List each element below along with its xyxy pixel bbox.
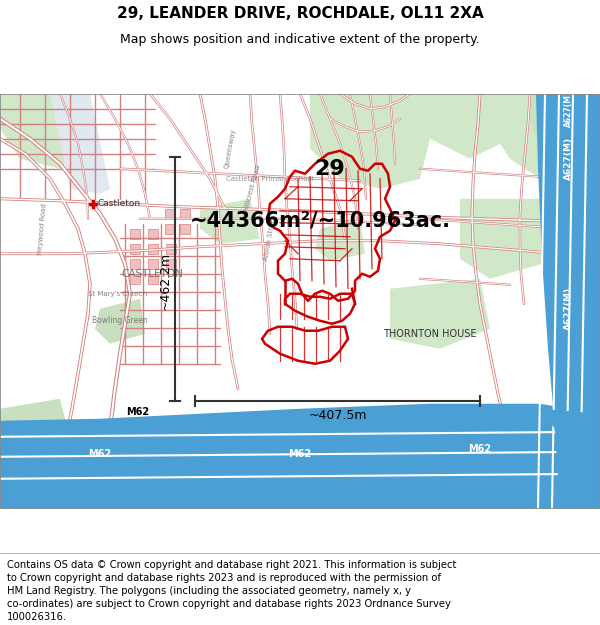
Bar	[166, 244, 176, 254]
Text: A627(M): A627(M)	[563, 288, 572, 330]
Polygon shape	[550, 209, 600, 289]
Polygon shape	[200, 199, 260, 244]
Text: co-ordinates) are subject to Crown copyright and database rights 2023 Ordnance S: co-ordinates) are subject to Crown copyr…	[7, 599, 451, 609]
Text: 29, LEANDER DRIVE, ROCHDALE, OL11 2XA: 29, LEANDER DRIVE, ROCHDALE, OL11 2XA	[116, 6, 484, 21]
Text: Map shows position and indicative extent of the property.: Map shows position and indicative extent…	[120, 34, 480, 46]
Bar	[148, 229, 158, 239]
Bar	[130, 244, 140, 254]
Polygon shape	[410, 94, 510, 159]
Text: ~44366m²/~10.963ac.: ~44366m²/~10.963ac.	[190, 211, 451, 231]
Bar	[165, 224, 175, 234]
Polygon shape	[530, 94, 600, 179]
Bar	[148, 274, 158, 284]
Polygon shape	[540, 409, 600, 509]
Bar	[166, 259, 176, 269]
Text: CASTLETON: CASTLETON	[121, 269, 183, 279]
Bar	[165, 209, 175, 219]
Polygon shape	[50, 94, 110, 194]
Text: Castleton: Castleton	[98, 199, 141, 208]
Polygon shape	[0, 94, 90, 169]
Text: Albion Street: Albion Street	[263, 216, 277, 261]
Text: A627(M): A627(M)	[563, 91, 572, 127]
Polygon shape	[315, 219, 365, 261]
Bar	[180, 209, 190, 219]
Polygon shape	[310, 94, 430, 189]
Text: M62: M62	[289, 449, 311, 459]
Text: to Crown copyright and database rights 2023 and is reproduced with the permissio: to Crown copyright and database rights 2…	[7, 573, 441, 583]
Bar	[130, 229, 140, 239]
Polygon shape	[95, 299, 145, 344]
Text: 29: 29	[314, 159, 346, 179]
Text: ~407.5m: ~407.5m	[309, 409, 367, 422]
Polygon shape	[460, 199, 560, 279]
Bar	[148, 259, 158, 269]
Text: Contains OS data © Crown copyright and database right 2021. This information is : Contains OS data © Crown copyright and d…	[7, 560, 457, 570]
Text: HM Land Registry. The polygons (including the associated geometry, namely x, y: HM Land Registry. The polygons (includin…	[7, 586, 411, 596]
Text: M62: M62	[469, 444, 491, 454]
Bar	[130, 274, 140, 284]
Text: Queensway: Queensway	[224, 128, 236, 169]
Text: St Mary's Church: St Mary's Church	[88, 291, 148, 297]
Text: Heywood Road: Heywood Road	[37, 202, 47, 255]
Text: 100026316.: 100026316.	[7, 612, 67, 622]
Text: Hillcrest Road: Hillcrest Road	[243, 165, 261, 212]
Text: ~462.2m: ~462.2m	[159, 252, 172, 310]
Text: M62: M62	[127, 407, 149, 417]
Text: THORNTON HOUSE: THORNTON HOUSE	[383, 329, 477, 339]
Polygon shape	[536, 94, 600, 509]
Polygon shape	[0, 404, 600, 509]
Text: Castleton Primary School: Castleton Primary School	[226, 176, 314, 182]
Text: Bowling Green: Bowling Green	[92, 316, 148, 325]
Bar	[180, 224, 190, 234]
Bar	[148, 244, 158, 254]
Polygon shape	[390, 279, 490, 349]
Polygon shape	[490, 94, 570, 179]
Polygon shape	[0, 399, 70, 454]
Text: M62: M62	[88, 449, 112, 459]
Bar	[130, 259, 140, 269]
Text: A627(M): A627(M)	[563, 137, 572, 180]
